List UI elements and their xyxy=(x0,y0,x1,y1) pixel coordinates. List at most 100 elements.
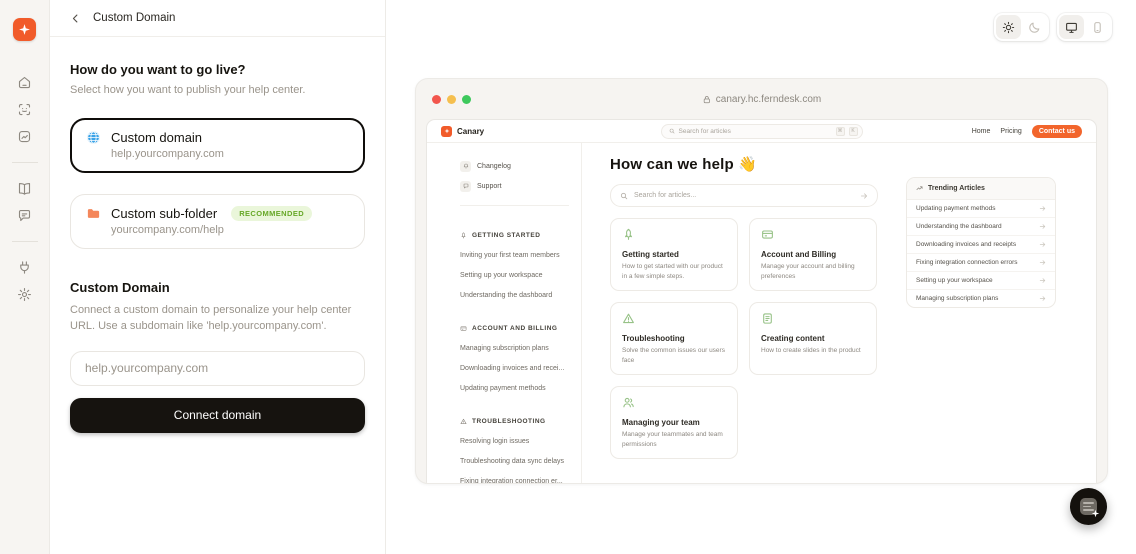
traffic-expand-icon[interactable] xyxy=(462,94,471,104)
trending-item[interactable]: Understanding the dashboard xyxy=(907,218,1055,236)
chat-widget-button[interactable] xyxy=(1070,488,1107,525)
sidebar-item-home[interactable] xyxy=(11,69,39,96)
sparkle-logo-icon xyxy=(18,23,31,36)
sidebar-link-support[interactable]: Support xyxy=(460,176,569,196)
option-custom-domain[interactable]: Custom domain help.yourcompany.com xyxy=(70,118,365,173)
arrow-right-icon xyxy=(860,192,868,200)
section-getting-started: GETTING STARTED Inviting your first team… xyxy=(460,232,569,299)
go-live-subtitle: Select how you want to publish your help… xyxy=(70,84,306,96)
option-sublabel: help.yourcompany.com xyxy=(111,148,224,160)
contact-us-button[interactable]: Contact us xyxy=(1031,124,1082,138)
site-header: Canary Search for articles ⌘ K Home Pric… xyxy=(427,120,1096,143)
sidebar-item-integrations[interactable] xyxy=(11,254,39,281)
article-link[interactable]: Troubleshooting data sync delays xyxy=(460,458,565,465)
desktop-view-button[interactable] xyxy=(1059,15,1084,39)
article-link[interactable]: Understanding the dashboard xyxy=(460,292,553,299)
section-account-billing: ACCOUNT AND BILLING Managing subscriptio… xyxy=(460,325,569,392)
mobile-view-button[interactable] xyxy=(1085,15,1110,39)
sidebar-item-knowledge[interactable] xyxy=(11,175,39,202)
trending-item[interactable]: Managing subscription plans xyxy=(907,290,1055,307)
back-button[interactable] xyxy=(70,13,81,24)
cmd-key: ⌘ xyxy=(835,126,845,136)
category-managing-team[interactable]: Managing your team Manage your teammates… xyxy=(610,386,738,459)
bot-scan-icon xyxy=(17,102,32,117)
domain-input[interactable] xyxy=(70,350,365,386)
article-search-placeholder: Search for articles... xyxy=(634,192,697,199)
light-mode-button[interactable] xyxy=(996,15,1021,39)
category-grid: Getting started How to get started with … xyxy=(610,218,878,459)
preview-url: canary.hc.ferndesk.com xyxy=(715,93,822,105)
browser-chrome: canary.hc.ferndesk.com xyxy=(416,79,1107,119)
traffic-close-icon[interactable] xyxy=(432,94,441,104)
category-creating-content[interactable]: Creating content How to create slides in… xyxy=(749,302,877,375)
dark-mode-button[interactable] xyxy=(1022,15,1047,39)
sidebar-divider xyxy=(11,162,38,163)
category-account-billing[interactable]: Account and Billing Manage your account … xyxy=(749,218,877,291)
gear-icon xyxy=(17,287,32,302)
nav-home[interactable]: Home xyxy=(971,127,991,135)
book-icon xyxy=(17,181,32,196)
arrow-right-icon xyxy=(1039,205,1046,212)
trending-item[interactable]: Fixing integration connection errors xyxy=(907,254,1055,272)
insights-icon xyxy=(17,129,32,144)
sidebar-item-conversations[interactable] xyxy=(11,202,39,229)
option-custom-subfolder[interactable]: Custom sub-folder RECOMMENDED yourcompan… xyxy=(70,194,365,249)
sidebar-item-settings[interactable] xyxy=(11,281,39,308)
moon-icon xyxy=(1028,21,1041,34)
article-link[interactable]: Setting up your workspace xyxy=(460,272,543,279)
chat-bubble-icon xyxy=(460,180,471,192)
address-bar: canary.hc.ferndesk.com xyxy=(702,94,821,105)
category-getting-started[interactable]: Getting started How to get started with … xyxy=(610,218,738,291)
article-search[interactable]: Search for articles... xyxy=(610,184,878,207)
trending-item[interactable]: Setting up your workspace xyxy=(907,272,1055,290)
arrow-right-icon xyxy=(1039,223,1046,230)
nav-pricing[interactable]: Pricing xyxy=(1000,127,1022,135)
section-troubleshooting: TROUBLESHOOTING Resolving login issues T… xyxy=(460,418,569,483)
chat-icon xyxy=(17,208,32,223)
sidebar-link-changelog[interactable]: Changelog xyxy=(460,156,569,176)
brand-logo xyxy=(441,125,452,137)
home-icon xyxy=(17,75,32,90)
connect-domain-button[interactable]: Connect domain xyxy=(70,397,365,433)
rocket-icon xyxy=(460,232,467,239)
recommended-badge: RECOMMENDED xyxy=(231,206,313,221)
article-link[interactable]: Inviting your first team members xyxy=(460,252,560,259)
trending-item[interactable]: Updating payment methods xyxy=(907,200,1055,218)
users-icon xyxy=(622,396,726,410)
lock-icon xyxy=(702,95,711,104)
trending-item[interactable]: Downloading invoices and receipts xyxy=(907,236,1055,254)
traffic-minimize-icon[interactable] xyxy=(447,94,456,104)
custom-domain-description: Connect a custom domain to personalize y… xyxy=(70,304,352,332)
header-search[interactable]: Search for articles ⌘ K xyxy=(660,123,863,139)
notes-icon xyxy=(1080,498,1097,515)
app-logo[interactable] xyxy=(13,18,36,41)
rocket-icon xyxy=(622,228,726,242)
help-center-main: How can we help 👋 Search for articles...… xyxy=(582,143,1096,483)
sidebar-item-insights[interactable] xyxy=(11,123,39,150)
warning-icon xyxy=(622,312,726,326)
sidebar-divider xyxy=(460,205,569,206)
preview-toolbar xyxy=(994,13,1112,41)
search-icon xyxy=(620,192,628,200)
article-link[interactable]: Fixing integration connection er... xyxy=(460,478,563,483)
arrow-right-icon xyxy=(1039,277,1046,284)
article-link[interactable]: Resolving login issues xyxy=(460,438,530,445)
arrow-right-icon xyxy=(1039,295,1046,302)
device-toggle xyxy=(1057,13,1112,41)
sparkle-logo-icon xyxy=(444,128,450,134)
credit-card-icon xyxy=(761,228,865,242)
desktop-icon xyxy=(1065,21,1078,34)
panel-title: Custom Domain xyxy=(93,12,176,24)
folder-icon xyxy=(86,206,101,221)
trending-articles-panel: Trending Articles Updating payment metho… xyxy=(906,177,1056,308)
category-troubleshooting[interactable]: Troubleshooting Solve the common issues … xyxy=(610,302,738,375)
site-brand[interactable]: Canary xyxy=(441,125,484,137)
trending-header: Trending Articles xyxy=(907,178,1055,200)
option-sublabel: yourcompany.com/help xyxy=(111,224,224,236)
help-center-title: How can we help 👋 xyxy=(610,156,758,173)
app-sidebar xyxy=(0,0,50,554)
article-link[interactable]: Downloading invoices and recei... xyxy=(460,365,565,372)
sidebar-item-bot[interactable] xyxy=(11,96,39,123)
article-link[interactable]: Managing subscription plans xyxy=(460,345,549,352)
article-link[interactable]: Updating payment methods xyxy=(460,385,546,392)
